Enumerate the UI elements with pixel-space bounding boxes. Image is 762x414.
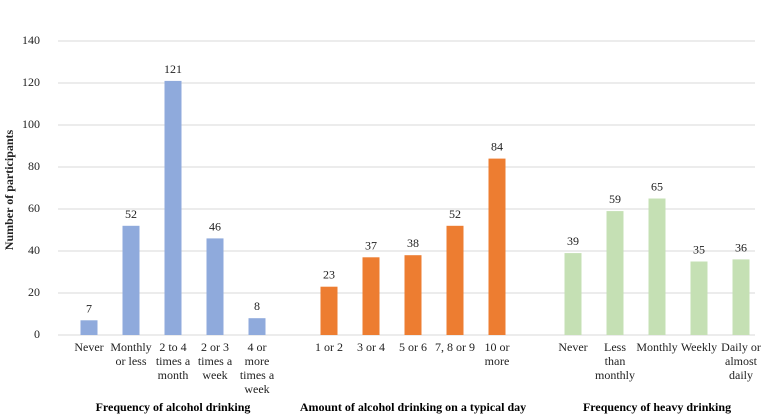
x-tick-label: 3 or 4 — [357, 340, 385, 354]
value-label: 8 — [254, 299, 260, 313]
x-tick-label: Never — [74, 340, 104, 354]
y-tick-label: 80 — [28, 159, 40, 173]
value-label: 39 — [567, 234, 579, 248]
x-tick-label: 7, 8 or 9 — [435, 340, 475, 354]
bar — [648, 198, 666, 335]
bar — [206, 238, 224, 335]
value-label: 46 — [209, 219, 221, 233]
x-tick-label: 2 to 4 times a month — [155, 340, 191, 382]
group-label: Frequency of heavy drinking — [582, 400, 732, 414]
x-tick-label: 5 or 6 — [399, 340, 427, 354]
bar — [164, 80, 182, 336]
value-label: 121 — [164, 62, 182, 76]
bar — [564, 253, 582, 335]
bar — [248, 318, 266, 335]
bar — [122, 225, 140, 335]
bar — [732, 259, 750, 335]
value-label: 38 — [407, 236, 419, 250]
y-tick-label: 60 — [28, 201, 40, 215]
value-label: 37 — [365, 238, 377, 252]
y-tick-label: 0 — [34, 327, 40, 341]
y-tick-label: 100 — [22, 117, 40, 131]
x-tick-label: Less than monthly — [594, 340, 635, 382]
bar — [80, 320, 98, 335]
value-label: 23 — [323, 268, 335, 282]
y-tick-label: 140 — [22, 33, 40, 47]
bar — [606, 211, 624, 335]
value-label: 52 — [449, 207, 461, 221]
bar — [488, 158, 506, 335]
x-tick-label: 2 or 3 times a week — [197, 340, 233, 382]
value-label: 65 — [651, 180, 663, 194]
x-tick-label: Weekly — [680, 340, 718, 354]
x-tick-label: Daily or almost daily — [721, 340, 761, 382]
bar — [362, 257, 380, 335]
x-tick-label: Never — [558, 340, 588, 354]
bar — [690, 261, 708, 335]
value-label: 35 — [693, 243, 705, 257]
value-label: 7 — [86, 301, 92, 315]
group-label: Amount of alcohol drinking on a typical … — [299, 400, 527, 414]
value-label: 84 — [491, 140, 503, 154]
group-label: Frequency of alcohol drinking — [95, 400, 251, 414]
value-label: 36 — [735, 240, 747, 254]
y-tick-label: 20 — [28, 285, 40, 299]
y-tick-label: 40 — [28, 243, 40, 257]
x-tick-label: 1 or 2 — [315, 340, 343, 354]
value-label: 52 — [125, 207, 137, 221]
y-tick-label: 120 — [22, 75, 40, 89]
bar — [320, 286, 338, 335]
value-label: 59 — [609, 192, 621, 206]
x-tick-label: 4 or more times a week — [239, 340, 275, 396]
y-axis-label: Number of participants — [2, 129, 16, 250]
bar — [446, 225, 464, 335]
x-tick-label: Monthly — [636, 340, 678, 354]
x-tick-label: Monthly or less — [110, 340, 152, 368]
x-tick-label: 10 or more — [484, 340, 510, 368]
bar — [404, 255, 422, 335]
